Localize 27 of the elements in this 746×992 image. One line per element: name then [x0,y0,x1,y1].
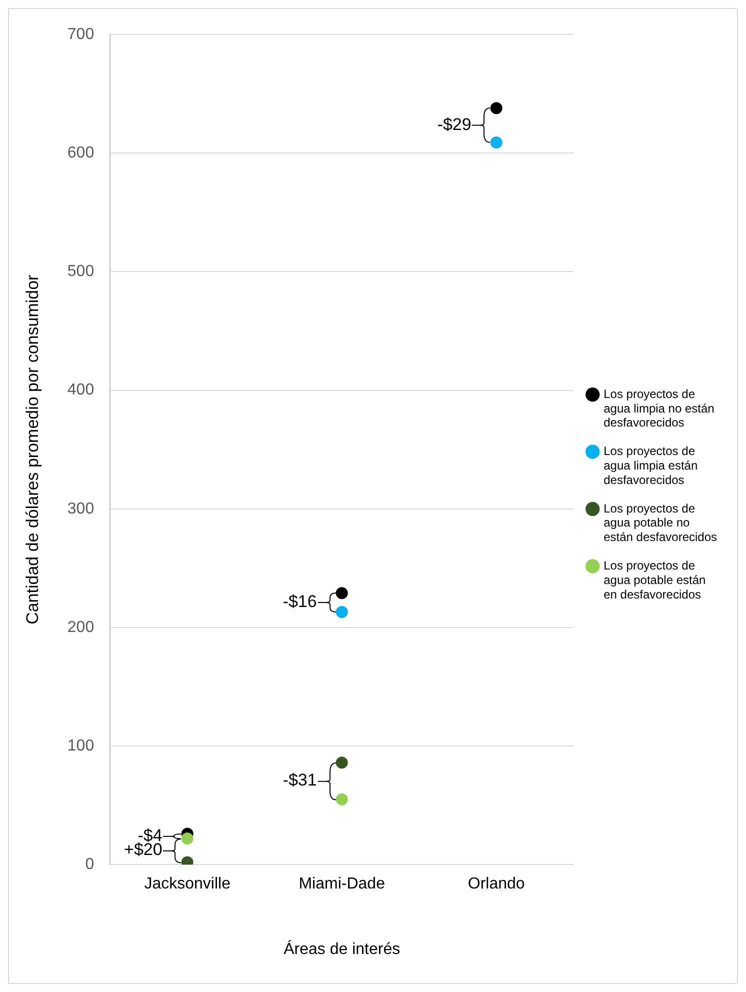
y-tick-label: 700 [67,26,94,44]
y-tick-label: 300 [67,500,94,518]
annotation: -$31 [282,770,317,790]
legend-label: Los proyectos de agua potable no están desfavorecidos [604,501,718,544]
point [181,832,194,845]
point [490,136,502,148]
x-tick-label: Miami-Dade [298,876,386,893]
annotation: -$29 [437,114,472,134]
y-tick-label: 0 [85,856,94,874]
legend-label: Los proyectos de agua potable están en desfavorecidos [604,558,706,602]
point [336,756,348,769]
y-axis-title: Cantidad de dólares promedio por consumidor [22,274,42,624]
point [490,102,502,114]
point [336,587,348,600]
x-tick-label: Orlando [468,876,525,893]
y-tick-label: 200 [67,618,94,636]
y-tick-label: 400 [67,382,94,399]
annotation: -$16 [282,592,317,612]
legend-label: Los proyectos de agua limpia están desfavorecidos [604,444,698,487]
legend-label: Los proyectos de agua limpia no están desfavorecidos [604,386,714,430]
y-tick-label: 100 [67,737,94,754]
x-tick-label: Jacksonville [144,876,231,893]
point [336,793,348,806]
point [336,606,348,618]
y-tick-label: 500 [67,263,94,280]
x-axis-title: Áreas de interés [284,940,400,958]
y-tick-label: 600 [67,144,94,162]
